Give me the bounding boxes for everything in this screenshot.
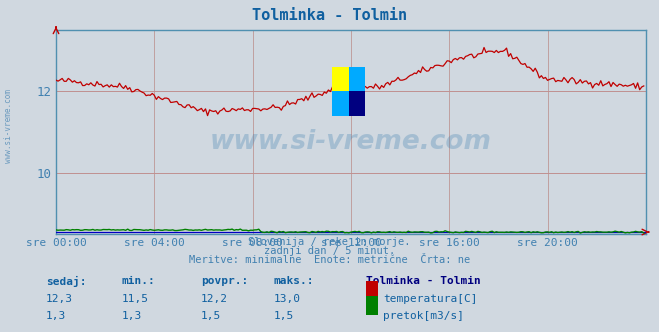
Text: www.si-vreme.com: www.si-vreme.com (210, 129, 492, 155)
Text: maks.:: maks.: (273, 276, 314, 286)
Text: Tolminka - Tolmin: Tolminka - Tolmin (252, 8, 407, 23)
Text: Slovenija / reke in morje.: Slovenija / reke in morje. (248, 237, 411, 247)
Text: 1,5: 1,5 (273, 311, 294, 321)
Text: Meritve: minimalne  Enote: metrične  Črta: ne: Meritve: minimalne Enote: metrične Črta:… (189, 255, 470, 265)
Text: 13,0: 13,0 (273, 294, 301, 304)
Bar (332, 91, 349, 116)
Text: 11,5: 11,5 (122, 294, 149, 304)
Text: 1,5: 1,5 (201, 311, 221, 321)
Bar (332, 67, 349, 91)
Text: Tolminka - Tolmin: Tolminka - Tolmin (366, 276, 480, 286)
Text: sedaj:: sedaj: (46, 276, 86, 287)
Text: 1,3: 1,3 (46, 311, 67, 321)
Text: temperatura[C]: temperatura[C] (383, 294, 477, 304)
Text: 12,2: 12,2 (201, 294, 228, 304)
Text: pretok[m3/s]: pretok[m3/s] (383, 311, 464, 321)
Text: povpr.:: povpr.: (201, 276, 248, 286)
Bar (349, 67, 365, 91)
Text: min.:: min.: (122, 276, 156, 286)
Text: 12,3: 12,3 (46, 294, 73, 304)
Text: www.si-vreme.com: www.si-vreme.com (4, 89, 13, 163)
Bar (349, 91, 365, 116)
Text: zadnji dan / 5 minut.: zadnji dan / 5 minut. (264, 246, 395, 256)
Text: 1,3: 1,3 (122, 311, 142, 321)
